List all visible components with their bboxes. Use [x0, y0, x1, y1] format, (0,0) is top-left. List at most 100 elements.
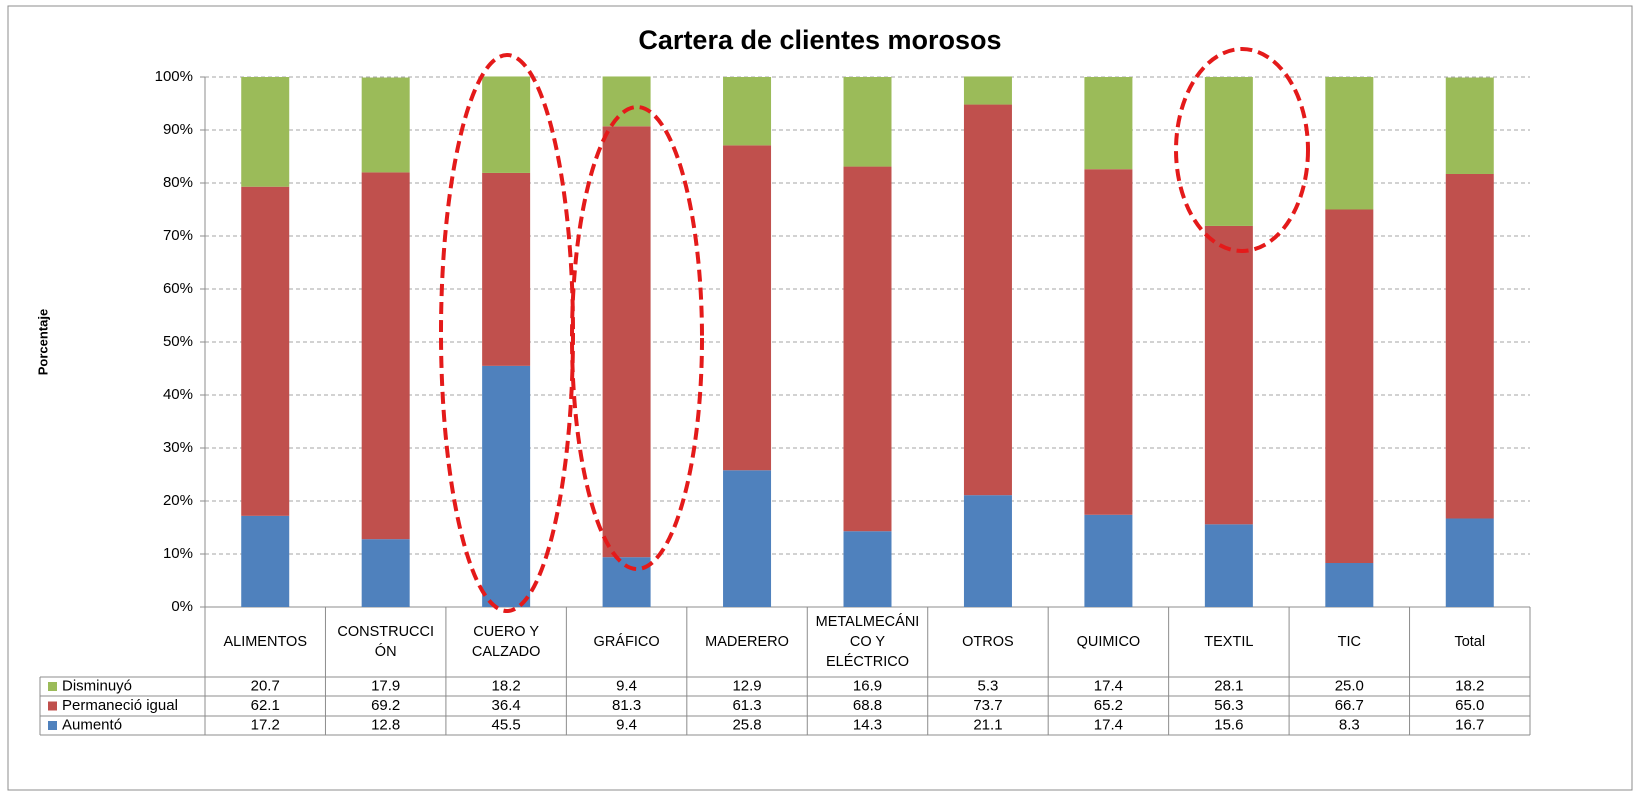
table-value: 18.2 — [492, 677, 521, 694]
bar-segment — [361, 539, 410, 607]
bar-segment — [1204, 225, 1253, 525]
bar-segment — [1084, 514, 1133, 607]
category-cell: OTROS — [962, 634, 1014, 650]
bar-segment — [1445, 77, 1494, 174]
y-tick-label: 20% — [163, 492, 193, 509]
y-tick-label: 0% — [171, 598, 193, 615]
table-value: 20.7 — [251, 677, 280, 694]
legend-swatch — [48, 721, 57, 730]
y-tick-label: 70% — [163, 227, 193, 244]
bar-segment — [361, 77, 410, 173]
chart-title: Cartera de clientes morosos — [638, 25, 1001, 55]
y-tick-label: 10% — [163, 545, 193, 562]
bar-segment — [482, 76, 531, 173]
table-value: 17.2 — [251, 716, 280, 733]
bar-segment — [1084, 169, 1133, 515]
table-value: 18.2 — [1455, 677, 1484, 694]
bar-segment — [723, 470, 772, 607]
table-value: 5.3 — [978, 677, 999, 694]
category-cell: CUERO Y CALZADO — [471, 624, 541, 660]
table-value: 8.3 — [1339, 716, 1360, 733]
table-value: 69.2 — [371, 697, 400, 714]
category-label: ALIMENTOS — [223, 634, 307, 650]
category-cell: TEXTIL — [1204, 634, 1254, 650]
table-value: 9.4 — [616, 716, 637, 733]
table-value: 12.8 — [371, 716, 400, 733]
bar-segment — [241, 515, 290, 607]
category-label: Total — [1454, 634, 1486, 650]
table-value: 36.4 — [492, 697, 521, 714]
y-tick-label: 80% — [163, 174, 193, 191]
bar-segment — [1325, 77, 1374, 210]
table-value: 14.3 — [853, 716, 882, 733]
category-cell: ALIMENTOS — [223, 634, 307, 650]
bar-segment — [843, 77, 892, 167]
bar-segment — [482, 365, 531, 607]
bar-segment — [843, 166, 892, 532]
table-value: 62.1 — [251, 697, 280, 714]
table-value: 61.3 — [732, 697, 761, 714]
legend-label: Disminuyó — [62, 677, 132, 694]
category-label: QUIMICO — [1076, 634, 1141, 650]
category-label: TEXTIL — [1204, 634, 1254, 650]
table-value: 56.3 — [1214, 697, 1243, 714]
y-tick-label: 60% — [163, 280, 193, 297]
bar-segment — [1325, 209, 1374, 564]
category-cell: METALMECÁNICO Y ELÉCTRICO — [815, 614, 920, 670]
legend-swatch — [48, 701, 57, 711]
bar-segment — [1445, 518, 1494, 607]
bar-segment — [361, 172, 410, 540]
legend-label: Aumentó — [62, 716, 122, 733]
table-value: 12.9 — [732, 677, 761, 694]
y-tick-label: 90% — [163, 121, 193, 138]
legend-label: Permaneció igual — [62, 697, 178, 714]
category-cell: TIC — [1337, 634, 1361, 650]
table-value: 73.7 — [973, 697, 1002, 714]
table-value: 17.4 — [1094, 677, 1123, 694]
y-axis-label: Porcentaje — [35, 309, 50, 375]
category-cell: QUIMICO — [1076, 634, 1141, 650]
table-value: 17.9 — [371, 677, 400, 694]
bar-segment — [723, 145, 772, 471]
category-label: OTROS — [962, 634, 1014, 650]
table-value: 21.1 — [973, 716, 1002, 733]
legend-swatch — [48, 682, 57, 691]
table-value: 15.6 — [1214, 716, 1243, 733]
highlight-ellipse — [570, 105, 704, 571]
bar-segment — [241, 186, 290, 516]
bar-segment — [1325, 563, 1374, 607]
bar-segment — [602, 76, 651, 127]
bar-segment — [602, 126, 651, 558]
y-tick-label: 40% — [163, 386, 193, 403]
bar-segment — [1204, 524, 1253, 607]
table-value: 16.9 — [853, 677, 882, 694]
bar-segment — [1445, 173, 1494, 519]
table-value: 65.0 — [1455, 697, 1484, 714]
table-value: 65.2 — [1094, 697, 1123, 714]
category-label: GRÁFICO — [593, 634, 660, 650]
bar-segment — [843, 531, 892, 607]
bar-segment — [241, 77, 290, 187]
table-value: 66.7 — [1335, 697, 1364, 714]
highlight-ellipse — [1174, 47, 1310, 253]
category-cell: CONSTRUCCIÓN — [337, 624, 435, 660]
category-label: TIC — [1337, 634, 1361, 650]
table-value: 16.7 — [1455, 716, 1484, 733]
bar-segment — [1084, 77, 1133, 170]
category-label: CONSTRUCCIÓN — [337, 624, 435, 660]
category-label: MADERERO — [705, 634, 789, 650]
y-tick-label: 30% — [163, 439, 193, 456]
y-tick-label: 50% — [163, 333, 193, 350]
table-value: 9.4 — [616, 677, 637, 694]
category-label: CUERO Y CALZADO — [471, 624, 541, 660]
table-value: 17.4 — [1094, 716, 1123, 733]
table-value: 25.8 — [732, 716, 761, 733]
bar-segment — [723, 77, 772, 146]
table-value: 25.0 — [1335, 677, 1364, 694]
category-label: METALMECÁNICO Y ELÉCTRICO — [815, 614, 920, 670]
table-value: 45.5 — [492, 716, 521, 733]
bar-segment — [1204, 77, 1253, 226]
y-tick-label: 100% — [155, 68, 193, 85]
